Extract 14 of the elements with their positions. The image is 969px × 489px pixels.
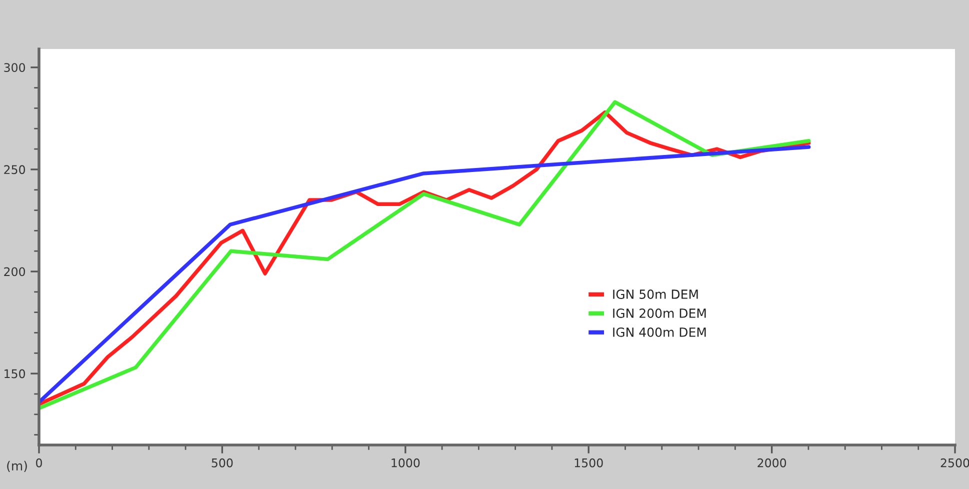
- legend-label: IGN 50m DEM: [613, 290, 698, 299]
- x-tick-label: 2000: [758, 458, 786, 468]
- y-tick-label: 300: [4, 63, 26, 72]
- x-tick-label: 1500: [574, 458, 603, 468]
- x-tick-label: 1000: [392, 458, 420, 468]
- x-tick-label: 500: [212, 458, 233, 468]
- legend-label: IGN 400m DEM: [613, 327, 706, 337]
- y-tick-label: 150: [4, 369, 26, 378]
- legend-label: IGN 200m DEM: [613, 308, 706, 318]
- y-tick-label: 200: [4, 267, 26, 276]
- x-tick-label: 2500: [940, 458, 969, 468]
- x-tick-label: 0: [36, 458, 42, 468]
- y-tick-label: 250: [4, 165, 26, 174]
- x-axis-title: (m): [7, 460, 27, 472]
